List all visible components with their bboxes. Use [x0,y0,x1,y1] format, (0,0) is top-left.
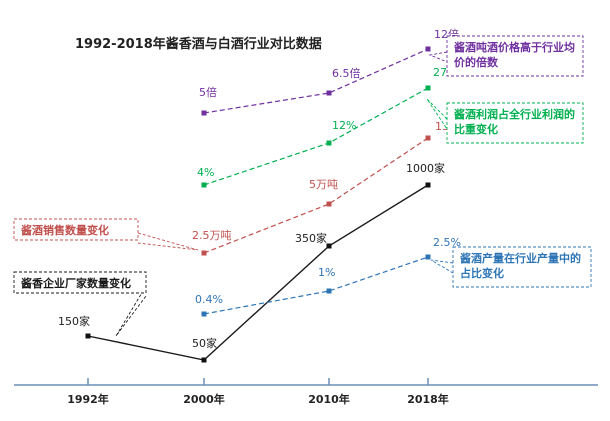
series-layer: 5倍6.5倍12倍4%12%27.5%2.5万吨5万吨13万吨150家50家35… [58,27,471,363]
data-point [425,182,431,188]
data-point [201,250,207,256]
data-point [326,243,332,249]
data-label: 2.5万吨 [192,229,232,242]
callout-text: 占比变化 [460,266,504,280]
callout-pointer [137,232,199,251]
data-label: 12% [332,119,356,132]
callout-pointer [426,98,448,130]
callout-text: 酱香企业厂家数量变化 [21,276,131,290]
data-label: 1% [318,266,335,279]
data-label: 2.5% [433,236,461,249]
data-label: 4% [197,166,214,179]
series-line [203,137,429,254]
chart-title: 1992-2018年酱香酒与白酒行业对比数据 [75,36,322,52]
x-tick-label: 2000年 [183,392,225,406]
data-label: 50家 [192,336,217,350]
data-label: 6.5倍 [332,66,361,80]
series-line [203,256,429,315]
callout: 酱酒销售数量变化 [13,218,199,251]
data-point [201,182,207,188]
data-label: 0.4% [195,293,223,306]
data-label: 5万吨 [309,178,338,191]
callout-box [452,246,592,288]
series-line [203,87,429,186]
callout-box [446,35,584,77]
data-point [326,140,332,146]
data-point [326,201,332,207]
data-point [425,46,431,52]
data-point [326,288,332,294]
callout-text: 酱酒利润占全行业利润的 [454,107,575,121]
callout-text: 酱酒产量在行业产量中的 [460,251,581,265]
callout-layer: 酱酒吨酒价格高于行业均价的倍数酱酒利润占全行业利润的比重变化酱酒销售数量变化酱香… [13,35,592,337]
callout-pointer [115,285,147,337]
callout-box [13,218,139,241]
x-tick-label: 2018年 [407,392,449,406]
data-point [425,135,431,141]
x-axis-ticks: 1992年 2000年 2010年 2018年 [67,378,449,406]
x-tick-label: 1992年 [67,392,109,406]
x-tick-label: 2010年 [308,392,350,406]
data-label: 350家 [295,231,327,245]
data-point [201,357,207,363]
callout-text: 比重变化 [454,122,498,136]
callout-text: 酱酒吨酒价格高于行业均 [454,40,575,54]
data-point [326,90,332,96]
data-label: 150家 [58,314,90,328]
callout: 酱香企业厂家数量变化 [13,271,147,337]
data-point [425,254,431,260]
callout-box [446,102,584,144]
data-point [425,85,431,91]
data-point [201,311,207,317]
callout-text: 酱酒销售数量变化 [21,223,109,237]
series-line [87,184,429,361]
callout-text: 价的倍数 [454,55,499,69]
callout-pointer [428,51,448,63]
data-point [201,110,207,116]
data-label: 5倍 [199,85,217,99]
callout-box [13,271,147,294]
data-label: 1000家 [406,161,445,175]
series-line [203,48,429,114]
callout-pointer [430,259,454,274]
data-point [85,333,91,339]
